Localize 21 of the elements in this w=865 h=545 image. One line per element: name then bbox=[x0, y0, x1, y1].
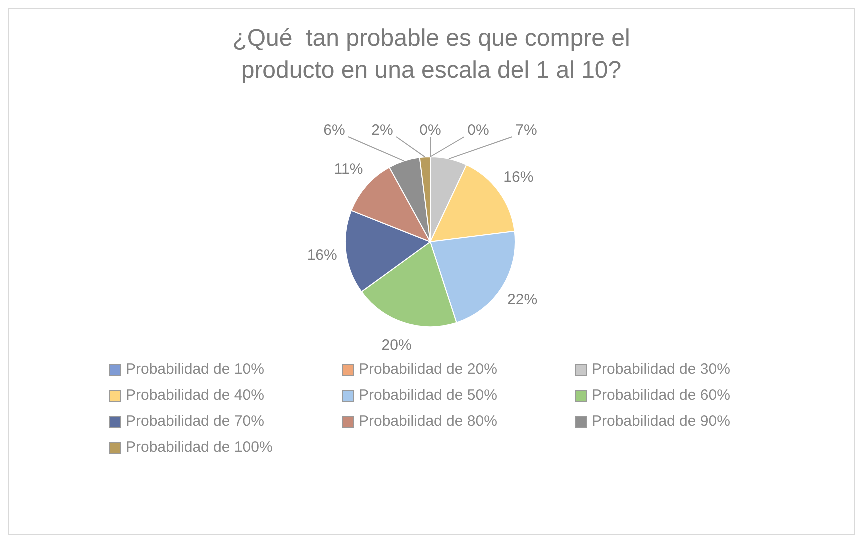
chart-title: ¿Qué tan probable es que compre el producto en una escala del 1 al 10? bbox=[232, 24, 632, 86]
data-label: 16% bbox=[504, 169, 534, 186]
legend-label: Probabilidad de 70% bbox=[126, 413, 264, 430]
legend-label: Probabilidad de 10% bbox=[126, 361, 264, 378]
data-label: 7% bbox=[516, 122, 538, 140]
legend-label: Probabilidad de 60% bbox=[592, 387, 730, 404]
data-label: 6% bbox=[324, 122, 346, 140]
legend-label: Probabilidad de 90% bbox=[592, 413, 730, 430]
data-label: 16% bbox=[307, 246, 338, 264]
data-label: 22% bbox=[508, 292, 538, 309]
text: 0% bbox=[420, 122, 442, 140]
legend-label: Probabilidad de 80% bbox=[359, 413, 498, 430]
text: 0% bbox=[468, 122, 490, 140]
data-label: 2% bbox=[372, 122, 394, 140]
legend-label: Probabilidad de 40% bbox=[126, 387, 264, 404]
legend-label: Probabilidad de 100% bbox=[126, 439, 273, 456]
data-label: 11% bbox=[334, 161, 364, 178]
data-label: 20% bbox=[382, 336, 412, 354]
legend-label: Probabilidad de 50% bbox=[359, 387, 498, 404]
legend-label: Probabilidad de 20% bbox=[359, 361, 498, 378]
legend-label: Probabilidad de 30% bbox=[592, 361, 730, 378]
